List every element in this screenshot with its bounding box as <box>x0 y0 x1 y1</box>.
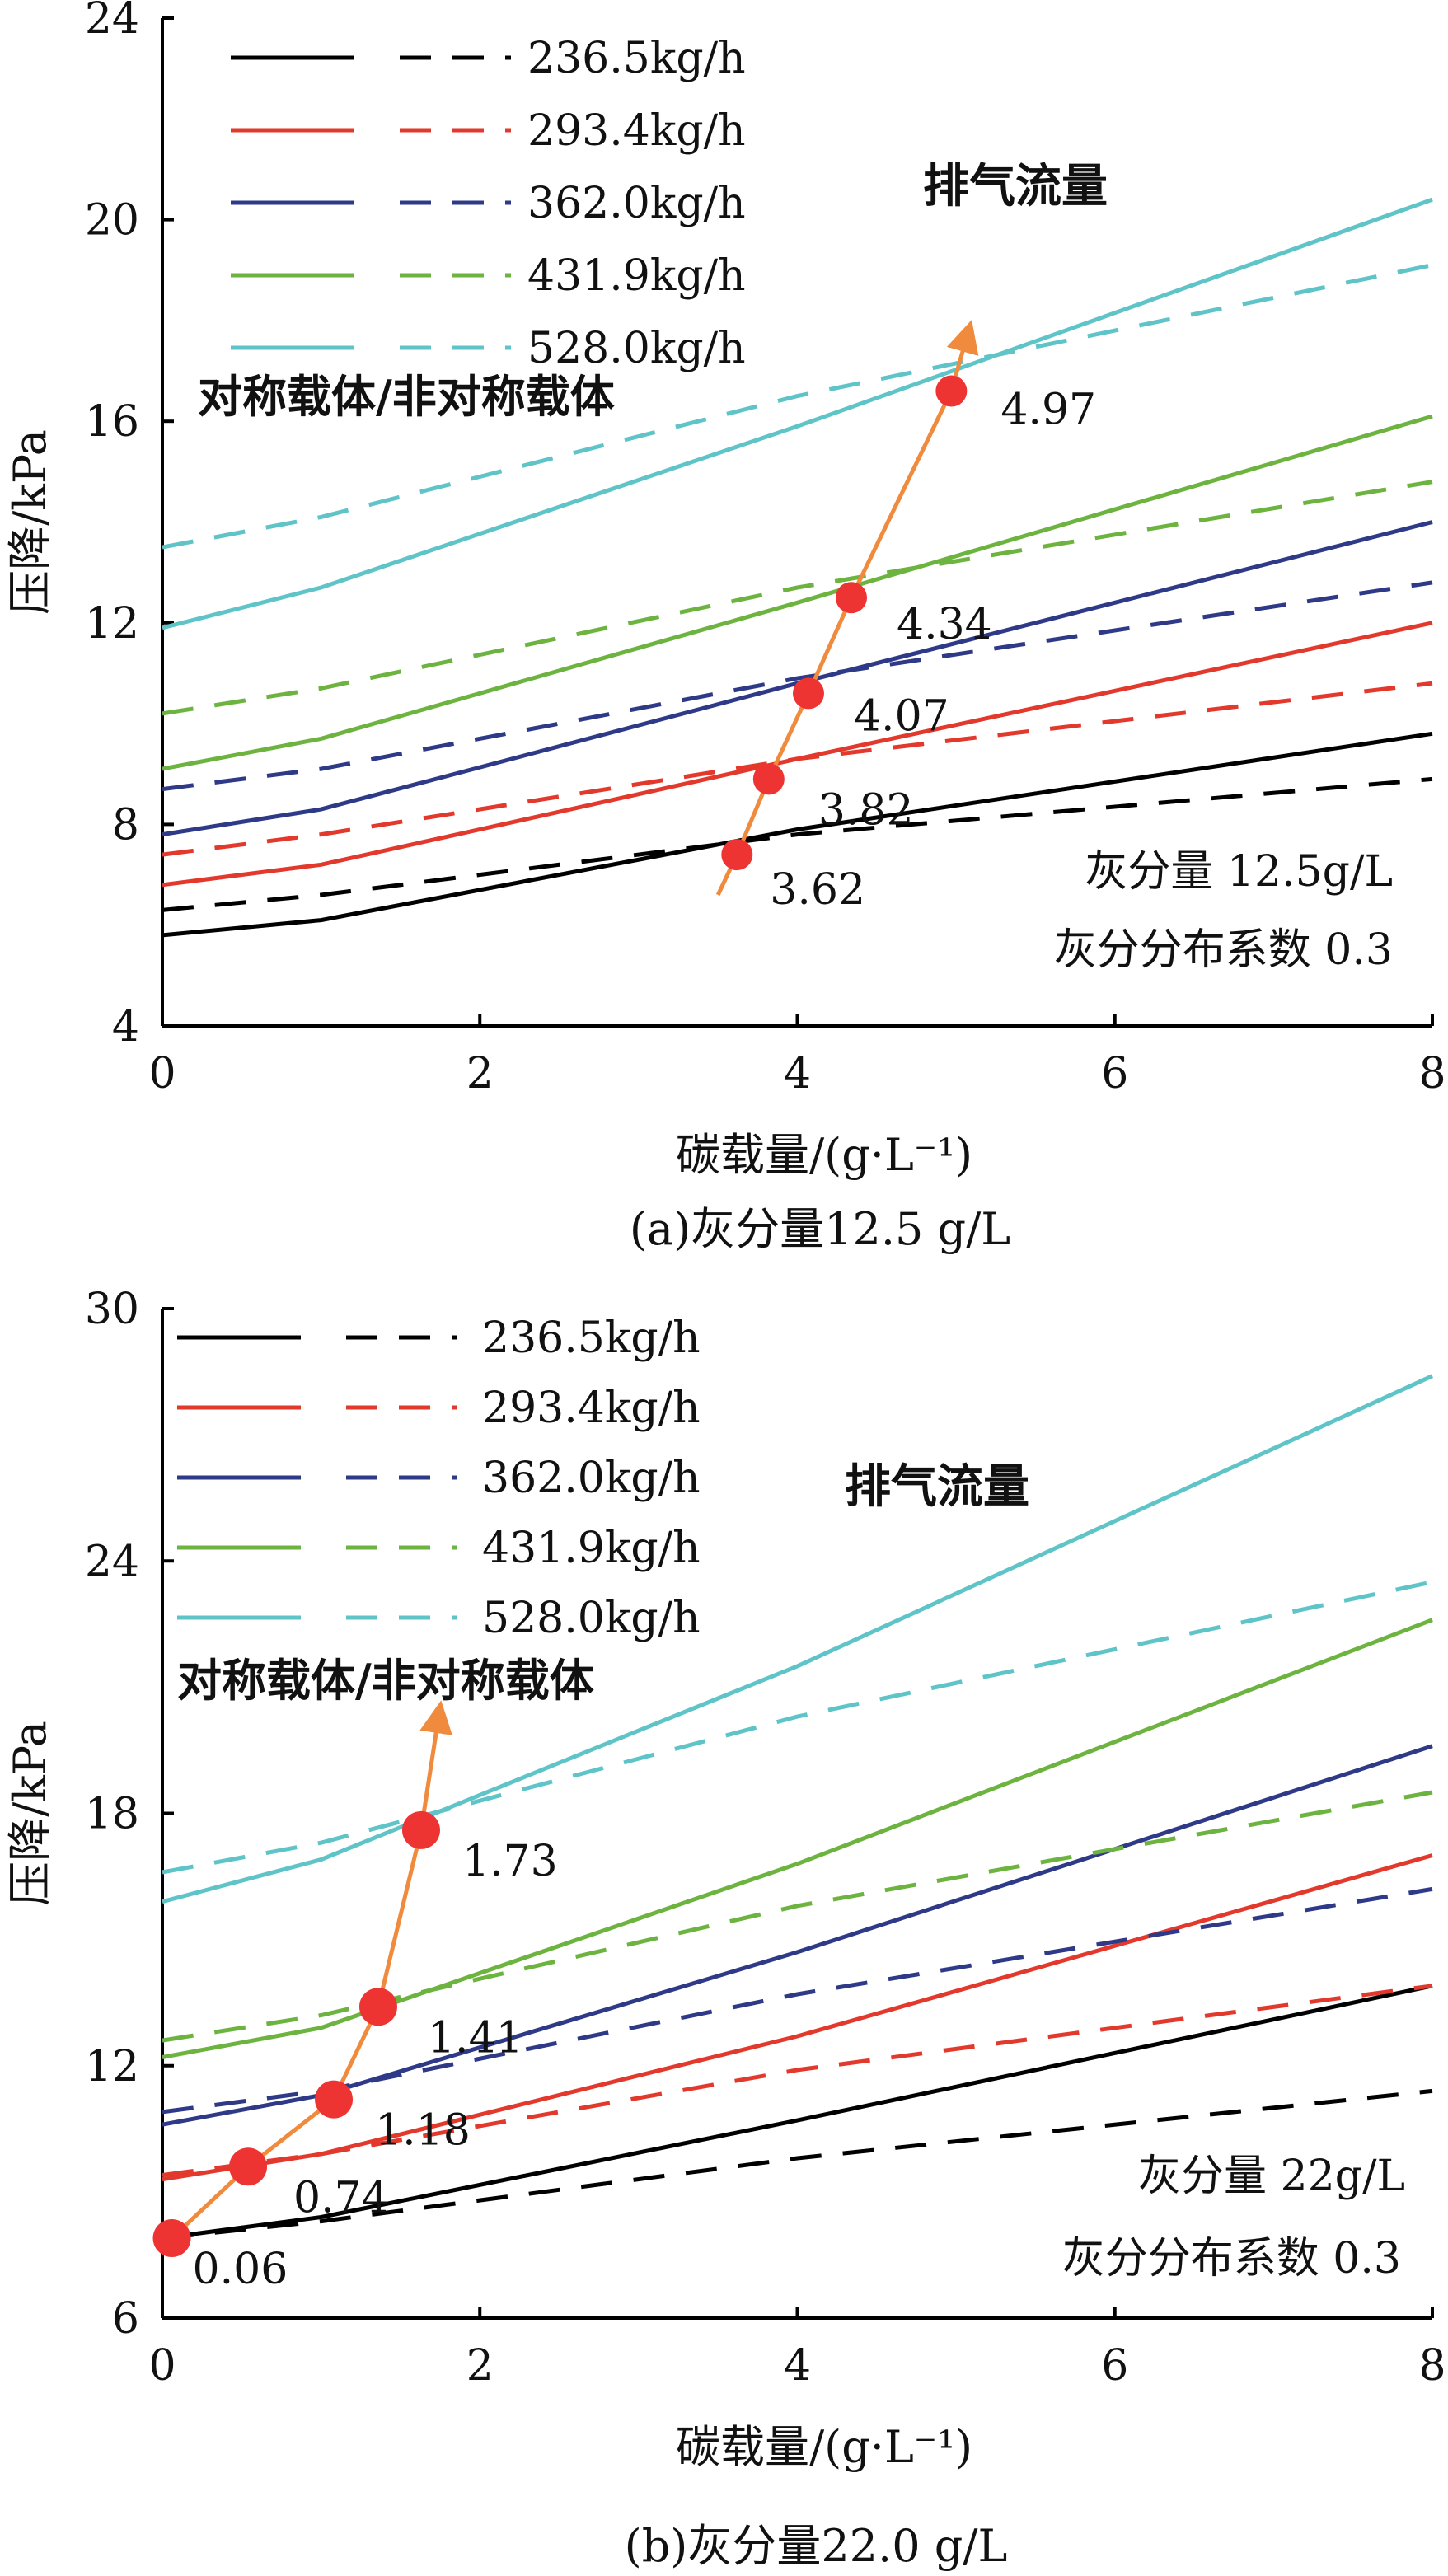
series-line-solid-236.5kg/h <box>162 731 1433 938</box>
y-tick-label: 20 <box>85 196 139 246</box>
trend-arrow <box>170 1700 452 2240</box>
legend-label: 362.0kg/h <box>527 179 746 228</box>
y-tick-label: 12 <box>85 2042 139 2091</box>
annotation-ash-load: 灰分量 12.5g/L <box>1085 847 1393 897</box>
y-tick-label: 8 <box>112 800 139 850</box>
y-axis-label: 压降/kPa <box>4 429 56 615</box>
series-line-dashed-362.0kg/h <box>162 1886 1433 2115</box>
series-line-dashed-528.0kg/h <box>162 263 1433 550</box>
x-tick-label: 0 <box>148 2341 176 2391</box>
legend-label: 293.4kg/h <box>527 106 746 156</box>
x-tick-label: 6 <box>1101 2341 1128 2391</box>
data-point-label: 3.62 <box>770 865 865 915</box>
y-tick-label: 30 <box>85 1288 139 1334</box>
series-line-dashed-236.5kg/h <box>162 2088 1433 2241</box>
x-tick-label: 0 <box>148 1049 176 1098</box>
annotation-ash-distribution: 灰分分布系数 0.3 <box>1054 925 1393 975</box>
x-tick-label: 6 <box>1101 1049 1128 1098</box>
legend-title: 对称载体/非对称载体 <box>198 370 615 423</box>
legend-label: 431.9kg/h <box>482 1524 701 1573</box>
y-tick-label: 18 <box>85 1790 139 1839</box>
series-line-solid-236.5kg/h <box>162 1984 1433 2241</box>
data-point-label: 3.82 <box>818 785 914 835</box>
series-line-solid-293.4kg/h <box>162 621 1433 888</box>
series-line-dashed-362.0kg/h <box>162 580 1433 792</box>
series-line-solid-431.9kg/h <box>162 414 1433 771</box>
series-line-dashed-431.9kg/h <box>162 1790 1433 2043</box>
legend-label: 293.4kg/h <box>482 1384 701 1433</box>
legend-label: 431.9kg/h <box>527 251 746 301</box>
data-point-marker <box>315 2080 354 2119</box>
series-line-dashed-293.4kg/h <box>162 681 1433 857</box>
chart-b: 0 2 4 6 8612182430236.5kg/h293.4kg/h362.0kg/… <box>4 1288 1446 2572</box>
series-line-solid-528.0kg/h <box>162 1374 1434 1904</box>
arrow-label: 排气流量 <box>845 1459 1029 1514</box>
x-axis-label: 碳载量/(g·L⁻¹) <box>676 1129 972 1181</box>
x-tick-label: 4 <box>784 1049 811 1098</box>
legend-label: 362.0kg/h <box>482 1454 701 1503</box>
series-line-solid-362.0kg/h <box>162 520 1433 837</box>
data-point-label: 1.41 <box>428 2013 523 2063</box>
x-tick-label: 8 <box>1418 2341 1446 2391</box>
y-tick-label: 12 <box>85 599 139 649</box>
data-point-marker <box>935 375 968 407</box>
data-point-marker <box>792 677 824 710</box>
x-tick-label: 4 <box>784 2341 811 2391</box>
data-point-marker <box>358 1988 397 2026</box>
data-point-marker <box>752 763 785 795</box>
data-point-label: 0.74 <box>293 2173 389 2222</box>
x-tick-label: 2 <box>466 2341 494 2391</box>
y-axis-label: 压降/kPa <box>4 1721 56 1906</box>
data-point-marker <box>401 1810 440 1849</box>
series-line-solid-528.0kg/h <box>162 197 1433 630</box>
y-tick-label: 24 <box>85 1537 139 1586</box>
data-point-label: 4.97 <box>1000 386 1096 435</box>
legend-label: 528.0kg/h <box>482 1594 701 1643</box>
arrow-label: 排气流量 <box>923 159 1108 213</box>
data-point-label: 1.73 <box>462 1837 558 1886</box>
y-tick-label: 16 <box>85 397 139 447</box>
figure-caption: (a)灰分量12.5 g/L <box>630 1203 1010 1255</box>
annotation-ash-load: 灰分量 22g/L <box>1138 2152 1405 2201</box>
figure-caption: (b)灰分量22.0 g/L <box>625 2520 1008 2572</box>
legend-label: 236.5kg/h <box>482 1314 701 1363</box>
data-point-label: 4.34 <box>897 600 992 649</box>
data-point-marker <box>835 582 867 614</box>
y-tick-label: 6 <box>112 2294 139 2344</box>
y-tick-label: 24 <box>85 0 139 44</box>
series-line-solid-362.0kg/h <box>162 1744 1433 2127</box>
series-line-solid-431.9kg/h <box>162 1618 1433 2059</box>
x-tick-label: 8 <box>1418 1049 1446 1098</box>
data-point-label: 1.18 <box>375 2106 471 2156</box>
legend-label: 528.0kg/h <box>527 324 746 373</box>
chart-a: 0 2 4 6 84812162024236.5kg/h293.4kg/h362.0kg… <box>4 0 1446 1255</box>
series-line-dashed-431.9kg/h <box>162 480 1433 716</box>
series-line-dashed-236.5kg/h <box>162 776 1433 912</box>
data-point-label: 4.07 <box>854 691 949 741</box>
y-tick-label: 4 <box>112 1002 139 1051</box>
legend-label: 236.5kg/h <box>527 34 746 83</box>
data-point-marker <box>229 2147 268 2186</box>
data-point-marker <box>721 839 753 871</box>
x-tick-label: 2 <box>466 1049 494 1098</box>
x-axis-label: 碳载量/(g·L⁻¹) <box>676 2421 972 2473</box>
legend-title: 对称载体/非对称载体 <box>177 1654 594 1707</box>
series-line-dashed-528.0kg/h <box>162 1580 1433 1875</box>
data-point-marker <box>152 2219 191 2258</box>
annotation-ash-distribution: 灰分分布系数 0.3 <box>1062 2234 1401 2283</box>
data-point-label: 0.06 <box>193 2245 288 2294</box>
